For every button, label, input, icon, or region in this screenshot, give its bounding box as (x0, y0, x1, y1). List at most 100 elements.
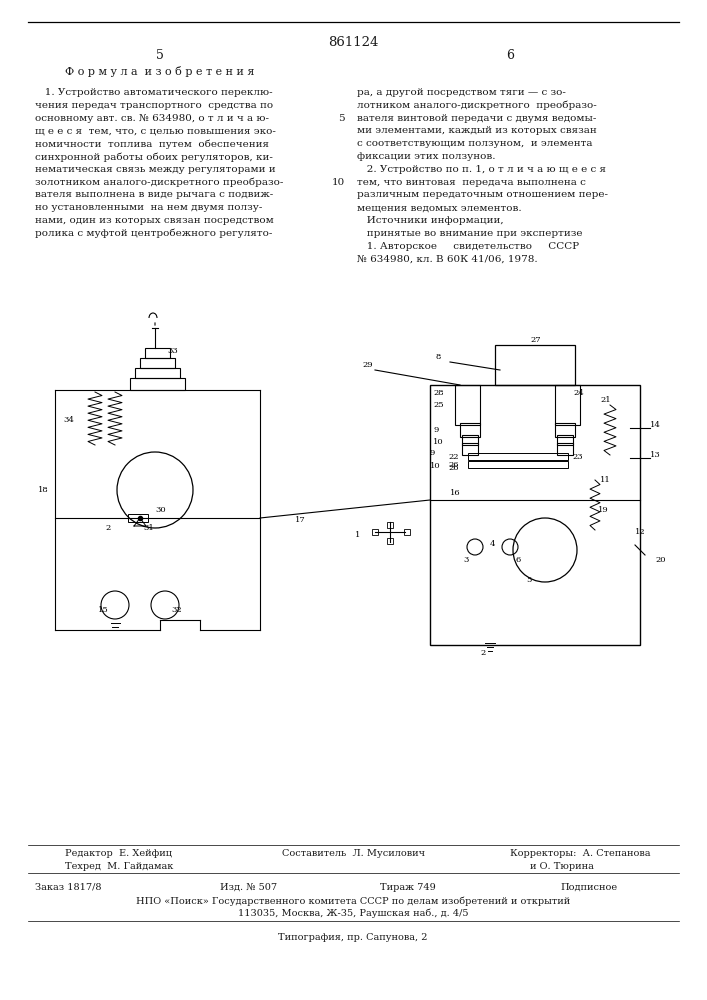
Bar (455, 385, 480, 425)
Text: нами, один из которых связан посредством: нами, один из которых связан посредством (35, 216, 274, 225)
Text: 113035, Москва, Ж-35, Раушская наб., д. 4/5: 113035, Москва, Ж-35, Раушская наб., д. … (238, 909, 468, 918)
Text: 10: 10 (332, 178, 345, 187)
Bar (462, 443, 478, 455)
Text: 5: 5 (156, 49, 164, 62)
Text: Ф о р м у л а  и з о б р е т е н и я: Ф о р м у л а и з о б р е т е н и я (65, 66, 255, 77)
Text: 12: 12 (635, 528, 645, 536)
Text: 9: 9 (430, 449, 436, 457)
Text: 10: 10 (430, 462, 440, 470)
Text: № 634980, кл. В 60К 41/06, 1978.: № 634980, кл. В 60К 41/06, 1978. (357, 254, 537, 263)
Text: основному авт. св. № 634980, о т л и ч а ю-: основному авт. св. № 634980, о т л и ч а… (35, 114, 269, 123)
Text: ра, а другой посредством тяги — с зо-: ра, а другой посредством тяги — с зо- (357, 88, 566, 97)
Text: 9: 9 (433, 426, 438, 434)
Bar (128, 514, 148, 522)
Text: 2: 2 (480, 649, 485, 657)
Text: нематическая связь между регуляторами и: нематическая связь между регуляторами и (35, 165, 276, 174)
Bar (557, 435, 573, 445)
Text: 26: 26 (448, 464, 459, 472)
Bar (468, 461, 568, 468)
Bar (557, 443, 573, 455)
Bar (495, 345, 575, 385)
Text: 1: 1 (355, 531, 361, 539)
Text: 3: 3 (463, 556, 468, 564)
Bar (555, 423, 575, 437)
Text: вателя винтовой передачи с двумя ведомы-: вателя винтовой передачи с двумя ведомы- (357, 114, 597, 123)
Text: 5: 5 (339, 114, 345, 123)
Text: золотником аналого-дискретного преобразо-: золотником аналого-дискретного преобразо… (35, 178, 284, 187)
Text: тем, что винтовая  передача выполнена с: тем, что винтовая передача выполнена с (357, 178, 586, 187)
Text: 16: 16 (450, 489, 461, 497)
Text: 6: 6 (506, 49, 514, 62)
Bar (145, 348, 170, 358)
Text: 18: 18 (38, 486, 49, 494)
Text: 32: 32 (171, 606, 182, 614)
Text: 11: 11 (600, 476, 611, 484)
Bar (372, 529, 378, 535)
Text: 28: 28 (433, 389, 443, 397)
Text: Типография, пр. Сапунова, 2: Типография, пр. Сапунова, 2 (279, 933, 428, 942)
Bar (468, 453, 568, 460)
Text: Заказ 1817/8: Заказ 1817/8 (35, 883, 102, 892)
Text: 17: 17 (295, 516, 305, 524)
Text: 19: 19 (598, 506, 609, 514)
Text: 27: 27 (530, 336, 541, 344)
Text: 29: 29 (362, 361, 373, 369)
Text: Подписное: Подписное (560, 883, 617, 892)
Text: 21: 21 (600, 396, 611, 404)
Text: ми элементами, каждый из которых связан: ми элементами, каждый из которых связан (357, 126, 597, 135)
Text: 26: 26 (448, 461, 459, 469)
Text: 861124: 861124 (328, 36, 378, 49)
Text: 30: 30 (155, 506, 165, 514)
Text: вателя выполнена в виде рычага с подвиж-: вателя выполнена в виде рычага с подвиж- (35, 190, 273, 199)
Bar (430, 385, 640, 645)
Text: 31: 31 (143, 524, 153, 532)
Text: 10: 10 (433, 438, 443, 446)
Text: 5: 5 (526, 576, 532, 584)
Bar (555, 385, 580, 425)
Text: 33: 33 (167, 347, 177, 355)
Text: Источники информации,: Источники информации, (357, 216, 503, 225)
Text: 2: 2 (105, 524, 110, 532)
Text: номичности  топлива  путем  обеспечения: номичности топлива путем обеспечения (35, 139, 269, 149)
Text: различным передаточным отношением пере-: различным передаточным отношением пере- (357, 190, 608, 199)
Text: Техред  М. Гайдамак: Техред М. Гайдамак (65, 862, 173, 871)
Text: Корректоры:  А. Степанова: Корректоры: А. Степанова (510, 849, 650, 858)
Text: фиксации этих ползунов.: фиксации этих ползунов. (357, 152, 496, 161)
Bar (387, 522, 393, 528)
Text: 34: 34 (63, 416, 74, 424)
Text: 1. Устройство автоматического переклю-: 1. Устройство автоматического переклю- (35, 88, 273, 97)
Text: чения передач транспортного  средства по: чения передач транспортного средства по (35, 101, 273, 110)
Text: с соответствующим ползуном,  и элемента: с соответствующим ползуном, и элемента (357, 139, 592, 148)
Bar (387, 538, 393, 544)
Text: Тираж 749: Тираж 749 (380, 883, 436, 892)
Text: Изд. № 507: Изд. № 507 (220, 883, 277, 892)
Text: 22: 22 (448, 453, 459, 461)
Bar (140, 358, 175, 368)
Text: НПО «Поиск» Государственного комитета СССР по делам изобретений и открытий: НПО «Поиск» Государственного комитета СС… (136, 896, 570, 906)
Text: синхронной работы обоих регуляторов, ки-: синхронной работы обоих регуляторов, ки- (35, 152, 273, 161)
Text: 1. Авторское     свидетельство     СССР: 1. Авторское свидетельство СССР (357, 242, 579, 251)
Text: 6: 6 (515, 556, 520, 564)
Text: 13: 13 (650, 451, 661, 459)
Text: лотником аналого-дискретного  преобразо-: лотником аналого-дискретного преобразо- (357, 101, 597, 110)
Bar (460, 423, 480, 437)
Text: 8: 8 (435, 353, 440, 361)
Text: Редактор  Е. Хейфиц: Редактор Е. Хейфиц (65, 849, 172, 858)
Text: 23: 23 (572, 453, 583, 461)
Bar (462, 435, 478, 445)
Text: 25: 25 (433, 401, 443, 409)
Text: 24: 24 (573, 389, 584, 397)
Bar (130, 378, 185, 390)
Text: принятые во внимание при экспертизе: принятые во внимание при экспертизе (357, 229, 583, 238)
Text: но установленными  на нем двумя ползу-: но установленными на нем двумя ползу- (35, 203, 262, 212)
Text: 20: 20 (655, 556, 665, 564)
Bar (404, 529, 410, 535)
Text: мещения ведомых элементов.: мещения ведомых элементов. (357, 203, 522, 212)
Text: и О. Тюрина: и О. Тюрина (530, 862, 594, 871)
Text: 2. Устройство по п. 1, о т л и ч а ю щ е е с я: 2. Устройство по п. 1, о т л и ч а ю щ е… (357, 165, 606, 174)
Text: щ е е с я  тем, что, с целью повышения эко-: щ е е с я тем, что, с целью повышения эк… (35, 126, 276, 135)
Text: Составитель  Л. Мусилович: Составитель Л. Мусилович (281, 849, 424, 858)
Bar (135, 368, 180, 378)
Text: 14: 14 (650, 421, 661, 429)
Text: ролика с муфтой центробежного регулято-: ролика с муфтой центробежного регулято- (35, 229, 272, 238)
